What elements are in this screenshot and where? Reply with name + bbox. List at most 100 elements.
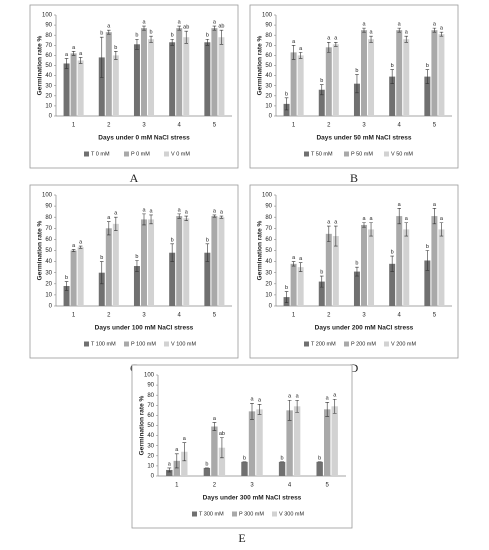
error-bar xyxy=(404,222,409,237)
bar xyxy=(176,216,183,306)
y-tick-label: 20 xyxy=(147,453,154,459)
y-tick-label: 90 xyxy=(45,23,52,29)
significance-letter: a xyxy=(175,447,179,453)
error-bar xyxy=(142,25,146,31)
legend-swatch xyxy=(124,151,129,157)
x-tick-label: 1 xyxy=(292,123,296,129)
bar xyxy=(403,229,410,306)
y-tick-label: 100 xyxy=(262,193,273,199)
y-tick-label: 60 xyxy=(265,237,272,243)
significance-letter: a xyxy=(168,461,172,467)
significance-letter: a xyxy=(142,207,146,213)
bar xyxy=(248,411,256,476)
legend-label: V 50 mM xyxy=(391,151,413,157)
bar xyxy=(389,76,396,116)
bar xyxy=(98,57,105,116)
error-bar xyxy=(177,213,181,219)
legend-swatch xyxy=(192,511,197,517)
y-tick-label: 70 xyxy=(265,43,272,49)
bar xyxy=(332,44,339,116)
panel: 0 10 20 30 40 50 60 70 80 90 100 Germination rate %… xyxy=(249,184,459,375)
y-tick-label: 80 xyxy=(147,393,154,399)
x-axis-label: Days under 200 mM NaCl stress xyxy=(315,325,414,332)
bar xyxy=(98,272,105,306)
y-tick-label: 30 xyxy=(265,83,272,89)
error-bar xyxy=(295,399,300,413)
x-tick-label: 4 xyxy=(178,313,182,319)
error-bar xyxy=(390,255,394,272)
y-tick-label: 70 xyxy=(45,226,52,232)
y-tick-label: 20 xyxy=(265,281,272,287)
bar xyxy=(286,410,293,476)
significance-letter: a xyxy=(178,207,182,213)
significance-letter: b xyxy=(320,78,323,84)
error-bar xyxy=(135,38,139,50)
legend-label: T 50 mM xyxy=(311,151,333,157)
significance-letter: a xyxy=(334,36,338,42)
x-tick-label: 3 xyxy=(142,313,146,319)
x-tick-label: 4 xyxy=(288,483,292,489)
error-bar xyxy=(135,260,139,272)
significance-letter: b xyxy=(135,33,138,39)
x-tick-label: 3 xyxy=(250,483,254,489)
y-tick-label: 50 xyxy=(45,248,52,254)
significance-letter: a xyxy=(292,39,296,45)
significance-letter: b xyxy=(426,63,429,69)
bar xyxy=(63,63,70,116)
bar xyxy=(431,30,438,116)
bar xyxy=(331,406,338,476)
significance-letter: b xyxy=(318,455,321,461)
significance-letter: b xyxy=(100,255,103,261)
x-tick-label: 5 xyxy=(213,313,217,319)
x-tick-label: 4 xyxy=(178,123,182,129)
bar xyxy=(316,461,323,476)
bar xyxy=(396,30,403,116)
y-tick-label: 0 xyxy=(269,304,273,310)
panel-label: A xyxy=(130,171,139,185)
legend-label: T 300 mM xyxy=(199,511,224,517)
significance-letter: b xyxy=(150,30,153,36)
significance-letter: b xyxy=(320,269,323,275)
y-tick-label: 30 xyxy=(265,270,272,276)
bar xyxy=(169,42,176,116)
bar xyxy=(318,281,325,306)
bar xyxy=(218,447,226,476)
bar xyxy=(133,44,140,116)
error-bar xyxy=(355,74,359,94)
y-tick-label: 80 xyxy=(45,215,52,221)
error-bar xyxy=(114,51,118,60)
bar xyxy=(148,219,155,306)
error-bar xyxy=(170,38,174,46)
x-tick-label: 2 xyxy=(107,313,111,319)
error-bar xyxy=(212,214,217,218)
panel: 0 10 20 30 40 50 60 70 80 90 100 Germination rate %… xyxy=(29,184,239,375)
significance-letter: a xyxy=(327,220,331,226)
bar xyxy=(204,252,211,306)
bar xyxy=(181,451,188,476)
bar xyxy=(173,460,180,476)
error-bar xyxy=(439,31,444,37)
bar xyxy=(241,461,248,476)
y-tick-label: 0 xyxy=(151,474,155,480)
error-bar xyxy=(390,69,394,84)
bar xyxy=(176,28,183,117)
y-tick-label: 10 xyxy=(147,463,154,469)
y-tick-label: 100 xyxy=(42,193,53,199)
bar xyxy=(218,37,225,116)
error-bar xyxy=(149,35,153,43)
y-tick-label: 80 xyxy=(45,33,52,39)
bar xyxy=(211,216,218,306)
significance-letter: b xyxy=(391,250,394,256)
significance-letter: a xyxy=(327,36,331,42)
legend-label: T 0 mM xyxy=(91,151,110,157)
bar xyxy=(183,37,190,116)
significance-letter: a xyxy=(440,26,444,32)
y-tick-label: 0 xyxy=(269,114,273,120)
error-bar xyxy=(107,29,111,35)
error-bar xyxy=(334,225,338,247)
panel: 0 10 20 30 40 50 60 70 80 90 100 Germination rate %… xyxy=(29,4,239,185)
x-tick-label: 4 xyxy=(398,123,402,129)
error-bar xyxy=(107,221,111,236)
bar xyxy=(204,42,211,116)
significance-letter: a xyxy=(292,255,296,261)
